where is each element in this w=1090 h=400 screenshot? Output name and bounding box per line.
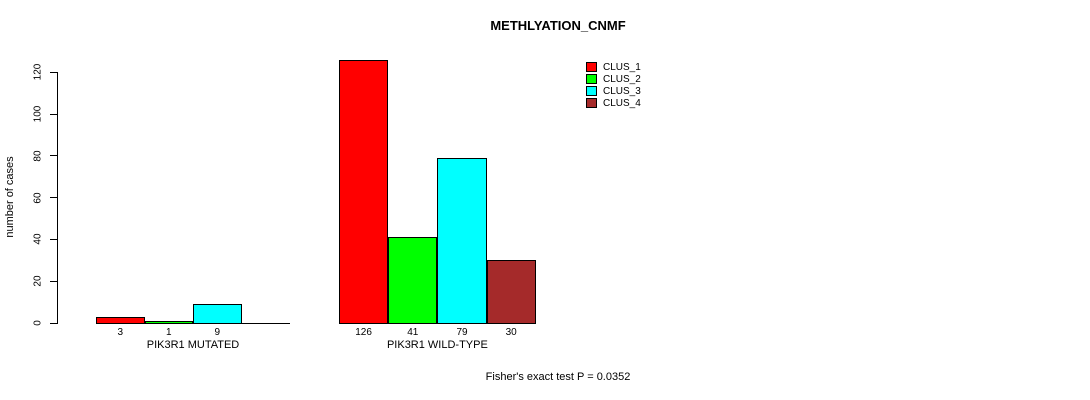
- bar-value-label-clus-3-pik3r1-mutated: 9: [214, 327, 221, 338]
- bar-value-label-clus-3-pik3r1-wild-type: 79: [456, 327, 468, 338]
- bar-value-label-clus-2-pik3r1-wild-type: 41: [407, 327, 419, 338]
- bar-value-label-clus-1-pik3r1-wild-type: 126: [355, 327, 372, 338]
- legend-label-clus-2: CLUS_2: [603, 73, 641, 85]
- y-axis-tick: [50, 155, 57, 157]
- legend-item-clus-1: CLUS_1: [586, 61, 641, 73]
- y-axis-line: [57, 72, 58, 324]
- legend-item-clus-4: CLUS_4: [586, 97, 641, 109]
- bar-clus-4-pik3r1-wild-type: [486, 260, 536, 323]
- bar-clus-2-pik3r1-wild-type: [388, 237, 438, 323]
- y-tick-label: 20: [32, 275, 44, 287]
- y-tick-label: 60: [32, 192, 44, 204]
- category-label-pik3r1-mutated: PIK3R1 MUTATED: [146, 339, 240, 351]
- bar-clus-3-pik3r1-wild-type: [437, 157, 487, 323]
- y-axis-tick: [50, 113, 57, 115]
- y-axis-tick: [50, 238, 57, 240]
- x-axis-baseline-pik3r1-mutated: [96, 323, 290, 324]
- legend-swatch-clus-1: [586, 62, 597, 72]
- bar-value-label-clus-2-pik3r1-mutated: 1: [165, 327, 172, 338]
- y-tick-label: 120: [32, 63, 44, 81]
- legend-swatch-clus-3: [586, 86, 597, 96]
- legend-swatch-clus-4: [586, 98, 597, 108]
- y-axis-tick: [50, 71, 57, 73]
- legend-label-clus-3: CLUS_3: [603, 85, 641, 97]
- legend-label-clus-1: CLUS_1: [603, 61, 641, 73]
- bar-clus-1-pik3r1-mutated: [96, 316, 145, 323]
- chart-title: METHLYATION_CNMF: [490, 18, 626, 33]
- legend-item-clus-3: CLUS_3: [586, 85, 641, 97]
- y-tick-label: 0: [32, 320, 44, 326]
- y-axis-tick: [50, 197, 57, 199]
- category-label-pik3r1-wild-type: PIK3R1 WILD-TYPE: [386, 339, 488, 351]
- y-axis-tick: [50, 322, 57, 324]
- y-axis-tick: [50, 280, 57, 282]
- x-axis-baseline-pik3r1-wild-type: [339, 323, 536, 324]
- legend: CLUS_1 CLUS_2 CLUS_3 CLUS_4: [586, 61, 641, 109]
- legend-item-clus-2: CLUS_2: [586, 73, 641, 85]
- bar-value-label-clus-1-pik3r1-mutated: 3: [117, 327, 124, 338]
- bar-clus-2-pik3r1-mutated: [144, 320, 193, 323]
- legend-label-clus-4: CLUS_4: [603, 97, 641, 109]
- legend-swatch-clus-2: [586, 74, 597, 84]
- bar-clus-1-pik3r1-wild-type: [339, 59, 389, 323]
- y-tick-label: 100: [32, 105, 44, 123]
- bar-clus-3-pik3r1-mutated: [193, 304, 242, 323]
- y-tick-label: 80: [32, 150, 44, 162]
- y-tick-label: 40: [32, 233, 44, 245]
- bar-value-label-clus-4-pik3r1-wild-type: 30: [505, 327, 517, 338]
- fisher-test-annotation: Fisher's exact test P = 0.0352: [485, 371, 631, 383]
